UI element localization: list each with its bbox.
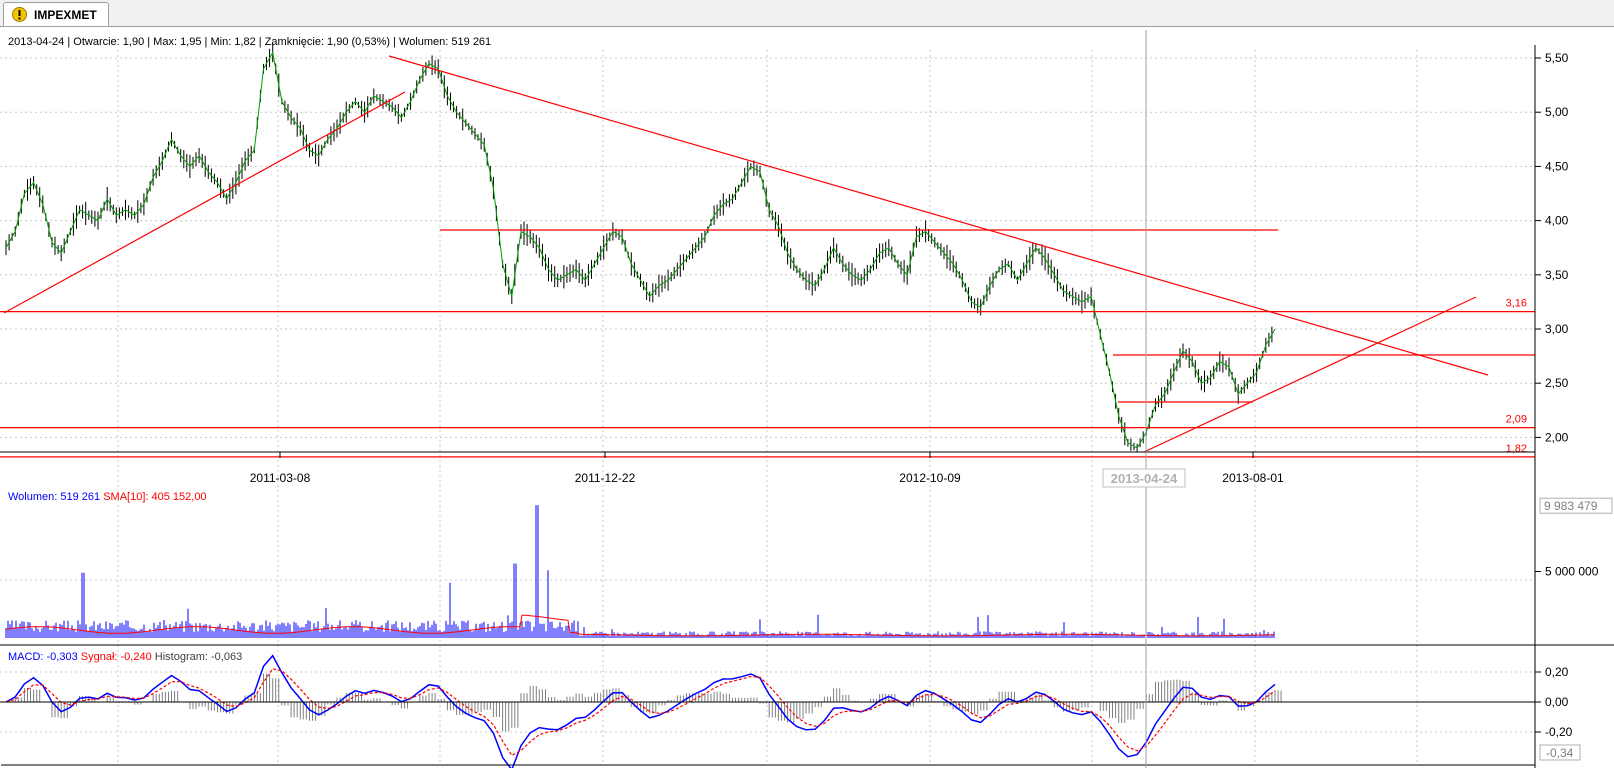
level-label: 3,16: [1506, 298, 1527, 310]
price-series-line: [5, 51, 1276, 449]
info-bar: 2013-04-24 | Otwarcie: 1,90 | Max: 1,95 …: [8, 36, 491, 48]
crosshair-date-label: 2013-04-24: [1111, 471, 1178, 486]
trendline: [388, 55, 1489, 376]
price-x-axis: 2011-03-08 2011-12-22 2012-10-09 2013-08-01: [250, 452, 1284, 485]
volume-max-label: 9 983 479: [1544, 499, 1598, 513]
price-y-tick-label: 2,00: [1545, 430, 1569, 444]
signal-line: [5, 668, 1276, 757]
price-x-tick-label: 2011-12-22: [575, 471, 636, 485]
volume-legend-volume: Wolumen: 519 261: [8, 491, 100, 503]
macd-panel: MACD: -0,303 Sygnał: -0,240 Histogram: -…: [0, 651, 1581, 768]
warning-icon: [12, 7, 27, 22]
macd-legend: MACD: -0,303 Sygnał: -0,240 Histogram: -…: [8, 651, 242, 663]
info-min: Min: 1,82: [210, 36, 255, 48]
volume-legend: Wolumen: 519 261 SMA[10]: 405 152,00: [8, 491, 207, 503]
info-max: Max: 1,95: [153, 36, 201, 48]
tab-bar: IMPEXMET: [0, 0, 1614, 27]
macd-y-axis: 0,20 0,00 -0,20 -0,34: [1535, 665, 1581, 761]
price-y-tick-label: 2,50: [1545, 376, 1569, 390]
macd-y-tick-label: 0,00: [1545, 695, 1569, 709]
tab-label: IMPEXMET: [34, 8, 97, 22]
tab-impexmet[interactable]: IMPEXMET: [3, 2, 109, 26]
trendline: [3, 91, 406, 314]
macd-y-tick-label: 0,20: [1545, 665, 1569, 679]
price-y-tick-label: 4,00: [1545, 214, 1569, 228]
price-y-tick-label: 3,50: [1545, 268, 1569, 282]
price-x-tick-label: 2013-08-01: [1222, 471, 1284, 485]
crosshair-date-box: [1102, 468, 1186, 488]
info-volume: Wolumen: 519 261: [399, 36, 491, 48]
level-label: 1,82: [1506, 443, 1527, 455]
price-x-tick-label: 2012-10-09: [899, 471, 961, 485]
grid-lines: [0, 50, 1535, 765]
price-y-tick-label: 4,50: [1545, 159, 1569, 173]
price-y-axis: 5,50 5,00 4,50 4,00 3,50 3,00 2,50 2,00: [1535, 51, 1569, 444]
macd-legend-histogram: Histogram: -0,063: [155, 651, 242, 663]
macd-legend-macd: MACD: -0,303: [8, 651, 78, 663]
price-panel: 5,50 5,00 4,50 4,00 3,50 3,00 2,50 2,00 2011-03…: [0, 42, 1569, 485]
macd-line: [5, 654, 1276, 768]
chart-area[interactable]: 2013-04-24 | Otwarcie: 1,90 | Max: 1,95 …: [0, 27, 1614, 768]
trendlines: [0, 55, 1535, 458]
macd-current-box: [1539, 744, 1581, 761]
volume-y-axis: 5 000 000 9 983 479: [1535, 497, 1613, 579]
volume-sma-line: [5, 614, 1275, 637]
macd-legend-signal: Sygnał: -0,240: [81, 651, 152, 663]
price-x-tick-label: 2011-03-08: [250, 471, 311, 485]
price-y-tick-label: 5,00: [1545, 105, 1569, 119]
macd-histogram: [14, 673, 1282, 732]
price-y-tick-label: 3,00: [1545, 322, 1569, 336]
macd-current-label: -0,34: [1546, 746, 1574, 760]
macd-y-tick-label: -0,20: [1545, 725, 1573, 739]
price-y-tick-label: 5,50: [1545, 51, 1569, 65]
info-open: Otwarcie: 1,90: [73, 36, 144, 48]
volume-legend-sma: SMA[10]: 405 152,00: [103, 491, 206, 503]
info-close: Zamknięcie: 1,90 (0,53%): [265, 36, 390, 48]
volume-y-tick-label: 5 000 000: [1545, 565, 1599, 579]
volume-panel: Wolumen: 519 261 SMA[10]: 405 152,00 5 0…: [0, 491, 1614, 646]
info-date: 2013-04-24: [8, 36, 64, 48]
volume-max-box: [1539, 497, 1613, 514]
trendline: [1143, 296, 1477, 453]
level-label: 2,09: [1506, 414, 1527, 426]
